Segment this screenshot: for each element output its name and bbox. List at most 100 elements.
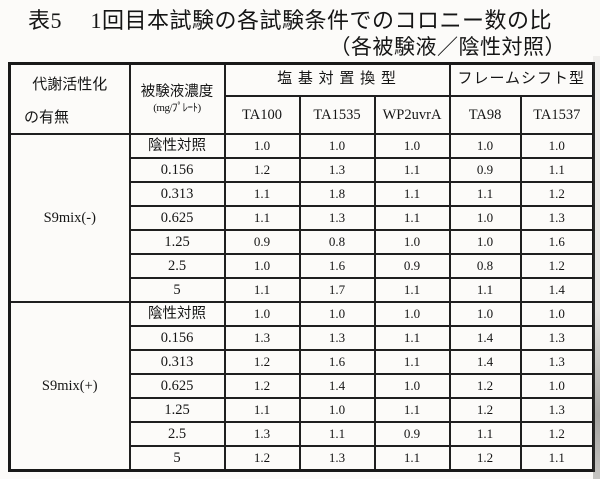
header-metabolic-activation-line1: 代謝活性化	[32, 76, 108, 93]
table-header: 代謝活性化 の有無 被験液濃度 (mg/ﾌﾟﾚｰﾄ) 塩 基 対 置 換 型 フ…	[8, 62, 595, 135]
value-cell: 1.1	[519, 157, 595, 183]
value-cell: 1.0	[448, 205, 522, 231]
header-dose-unit: (mg/ﾌﾟﾚｰﾄ)	[153, 101, 201, 114]
value-cell: 1.3	[298, 325, 376, 351]
value-cell: 1.1	[519, 445, 595, 472]
value-cell: 1.2	[223, 349, 301, 375]
value-cell: 1.0	[448, 133, 522, 159]
dose-cell: 0.156	[128, 325, 226, 351]
value-cell: 1.2	[448, 397, 522, 423]
value-cell: 1.6	[298, 253, 376, 279]
dose-cell: 陰性対照	[128, 133, 226, 159]
value-cell: 1.3	[298, 445, 376, 472]
header-strain-ta1537: TA1537	[519, 95, 595, 135]
table-row: S9mix(+) 陰性対照 1.0 1.0 1.0 1.0 1.0	[8, 301, 595, 472]
header-dose: 被験液濃度 (mg/ﾌﾟﾚｰﾄ)	[128, 62, 226, 135]
value-cell: 1.0	[519, 373, 595, 399]
value-cell: 1.1	[448, 421, 522, 447]
value-cell: 1.0	[373, 133, 451, 159]
table-title-line2: （各被験液／陰性対照）	[329, 35, 566, 59]
value-cell: 1.2	[223, 373, 301, 399]
section-label: S9mix(+)	[8, 301, 131, 472]
value-cell: 1.1	[223, 205, 301, 231]
value-cell: 1.2	[519, 253, 595, 279]
value-cell: 1.1	[373, 277, 451, 303]
header-row-groups: 代謝活性化 の有無 被験液濃度 (mg/ﾌﾟﾚｰﾄ) 塩 基 対 置 換 型 フ…	[8, 62, 595, 135]
table-row: 0.156 1.3 1.3 1.1 1.4 1.3	[10, 325, 595, 351]
value-cell: 1.1	[223, 277, 301, 303]
value-cell: 1.0	[223, 253, 301, 279]
table-row: S9mix(-) 陰性対照 1.0 1.0 1.0 1.0 1.0	[8, 133, 595, 303]
value-cell: 1.0	[223, 301, 301, 327]
value-cell: 1.0	[373, 373, 451, 399]
dose-cell: 5	[128, 277, 226, 303]
value-cell: 1.2	[519, 421, 595, 447]
table-row: 5 1.1 1.7 1.1 1.1 1.4	[10, 277, 595, 303]
dose-cell: 0.313	[128, 181, 226, 207]
header-strain-wp2uvra: WP2uvrA	[373, 95, 451, 135]
value-cell: 1.0	[298, 133, 376, 159]
value-cell: 0.8	[448, 253, 522, 279]
value-cell: 1.4	[298, 373, 376, 399]
table-row: 1.25 0.9 0.8 1.0 1.0 1.6	[10, 229, 595, 255]
value-cell: 1.1	[298, 421, 376, 447]
colony-ratio-table: 代謝活性化 の有無 被験液濃度 (mg/ﾌﾟﾚｰﾄ) 塩 基 対 置 換 型 フ…	[8, 62, 596, 472]
value-cell: 1.4	[448, 325, 522, 351]
header-strain-ta1535: TA1535	[298, 95, 376, 135]
table-body: S9mix(-) 陰性対照 1.0 1.0 1.0 1.0 1.0 0.156 1.2 1.3 1.…	[8, 133, 595, 472]
dose-cell: 1.25	[128, 229, 226, 255]
value-cell: 1.4	[448, 349, 522, 375]
section-label: S9mix(-)	[8, 133, 131, 303]
value-cell: 1.2	[448, 373, 522, 399]
table-row: 2.5 1.0 1.6 0.9 0.8 1.2	[10, 253, 595, 279]
header-strain-ta98: TA98	[448, 95, 522, 135]
value-cell: 1.1	[373, 325, 451, 351]
value-cell: 1.6	[298, 349, 376, 375]
table-row: 0.313 1.2 1.6 1.1 1.4 1.3	[10, 349, 595, 375]
value-cell: 1.8	[298, 181, 376, 207]
value-cell: 1.1	[373, 349, 451, 375]
value-cell: 1.2	[519, 181, 595, 207]
dose-cell: 陰性対照	[128, 301, 226, 327]
value-cell: 1.3	[519, 325, 595, 351]
value-cell: 1.1	[448, 181, 522, 207]
dose-cell: 2.5	[128, 421, 226, 447]
value-cell: 1.6	[519, 229, 595, 255]
dose-cell: 2.5	[128, 253, 226, 279]
table-row: 0.313 1.1 1.8 1.1 1.1 1.2	[10, 181, 595, 207]
header-group-base-substitution: 塩 基 対 置 換 型	[223, 62, 451, 97]
value-cell: 1.1	[448, 277, 522, 303]
value-cell: 1.1	[223, 397, 301, 423]
value-cell: 1.3	[519, 397, 595, 423]
value-cell: 0.9	[223, 229, 301, 255]
value-cell: 0.9	[373, 253, 451, 279]
table-title-line1: 表5 1回目本試験の各試験条件でのコロニー数の比	[28, 8, 553, 33]
value-cell: 1.0	[448, 229, 522, 255]
table-row: 0.156 1.2 1.3 1.1 0.9 1.1	[10, 157, 595, 183]
value-cell: 1.0	[519, 133, 595, 159]
dose-cell: 0.625	[128, 373, 226, 399]
value-cell: 0.9	[373, 421, 451, 447]
table-row: 0.625 1.1 1.3 1.1 1.0 1.3	[10, 205, 595, 231]
dose-cell: 0.625	[128, 205, 226, 231]
value-cell: 0.8	[298, 229, 376, 255]
table-row: 2.5 1.3 1.1 0.9 1.1 1.2	[10, 421, 595, 447]
header-metabolic-activation-line2: の有無	[24, 110, 70, 126]
header-strain-ta100: TA100	[223, 95, 301, 135]
value-cell: 1.7	[298, 277, 376, 303]
dose-cell: 5	[128, 445, 226, 472]
value-cell: 1.1	[373, 445, 451, 472]
header-metabolic-activation: 代謝活性化 の有無	[8, 62, 131, 135]
header-group-frameshift: フレームシフト型	[448, 62, 595, 97]
value-cell: 1.0	[373, 301, 451, 327]
value-cell: 1.1	[373, 181, 451, 207]
value-cell: 1.0	[298, 301, 376, 327]
dose-cell: 0.156	[128, 157, 226, 183]
value-cell: 1.1	[373, 397, 451, 423]
header-dose-line1: 被験液濃度	[140, 83, 214, 100]
value-cell: 1.0	[519, 301, 595, 327]
header-row-strains: TA100 TA1535 WP2uvrA TA98 TA1537	[10, 95, 595, 135]
value-cell: 1.3	[298, 205, 376, 231]
value-cell: 1.3	[223, 325, 301, 351]
